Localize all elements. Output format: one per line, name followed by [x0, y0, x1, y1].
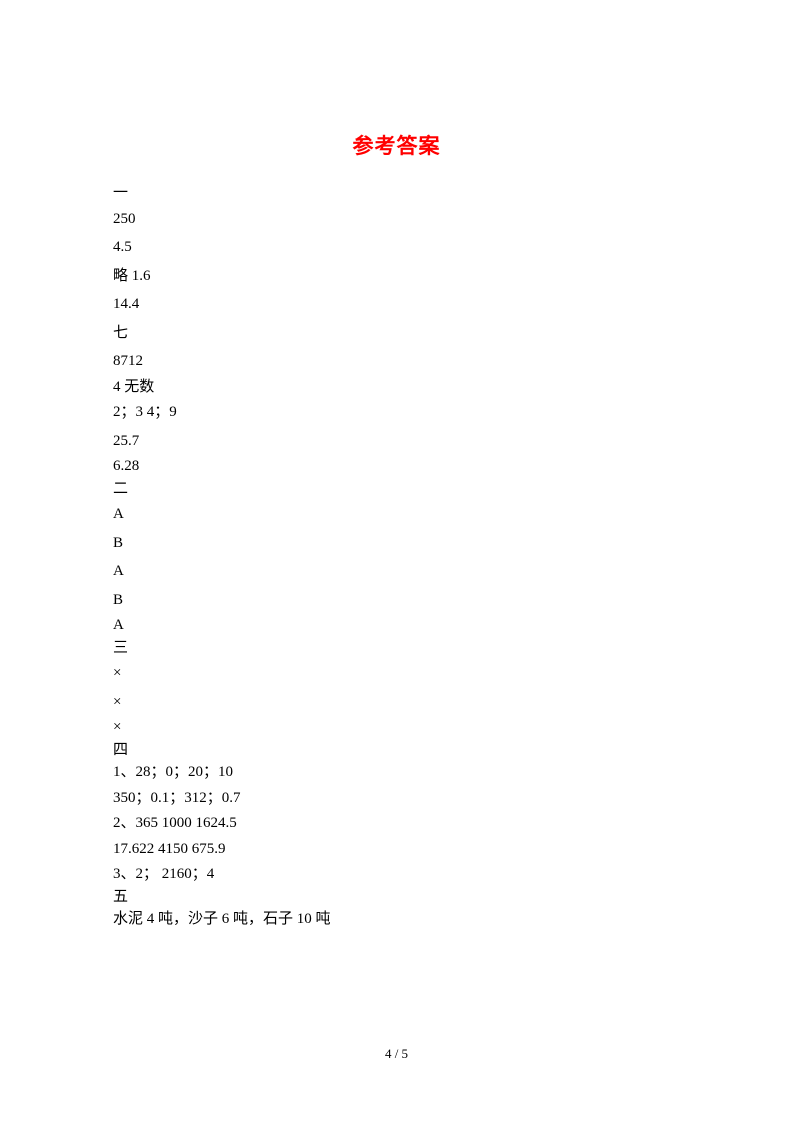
section-three-header: 三	[113, 637, 680, 660]
page-number: 4 / 5	[0, 1046, 793, 1062]
answer-line: ×	[113, 716, 680, 739]
answer-line: ×	[113, 688, 680, 717]
answer-line: 6.28	[113, 455, 680, 478]
answer-line: 七	[113, 319, 680, 348]
document-title: 参考答案	[113, 130, 680, 160]
answer-line: A	[113, 614, 680, 637]
answer-line: B	[113, 529, 680, 558]
answer-line: 水泥 4 吨，沙子 6 吨，石子 10 吨	[113, 908, 680, 931]
answer-line: 略 1.6	[113, 262, 680, 291]
section-four-header: 四	[113, 739, 680, 762]
section-two-header: 二	[113, 478, 680, 501]
answer-line: 17.622 4150 675.9	[113, 835, 680, 864]
answer-line: A	[113, 557, 680, 586]
answer-line: 4 无数	[113, 376, 680, 399]
answer-line: 14.4	[113, 290, 680, 319]
answer-line: 25.7	[113, 427, 680, 456]
answer-line: 350；0.1；312；0.7	[113, 784, 680, 813]
section-one-header: 一	[113, 182, 680, 205]
answer-line: 8712	[113, 347, 680, 376]
answer-line: ×	[113, 659, 680, 688]
section-five-header: 五	[113, 886, 680, 909]
answer-line: 4.5	[113, 233, 680, 262]
page-content: 参考答案 一 250 4.5 略 1.6 14.4 七 8712 4 无数 2；…	[0, 0, 793, 991]
answer-line: 3、2； 2160；4	[113, 863, 680, 886]
answer-line: A	[113, 500, 680, 529]
answer-line: 2；3 4；9	[113, 398, 680, 427]
answer-line: B	[113, 586, 680, 615]
answer-line: 2、365 1000 1624.5	[113, 812, 680, 835]
answer-line: 250	[113, 205, 680, 234]
answer-line: 1、28；0；20；10	[113, 761, 680, 784]
